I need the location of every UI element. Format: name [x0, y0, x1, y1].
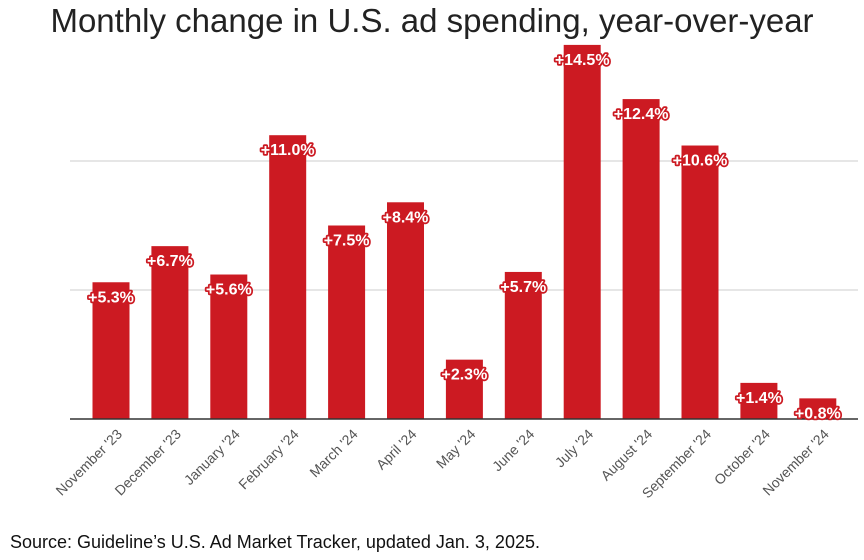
bar	[151, 246, 189, 419]
bars	[92, 44, 837, 420]
bar	[210, 274, 248, 419]
gridlines	[70, 160, 858, 291]
data-label: +12.4%	[614, 106, 669, 123]
bar	[681, 145, 719, 419]
bar	[92, 282, 130, 419]
bar	[740, 382, 778, 419]
source-note: Source: Guideline’s U.S. Ad Market Track…	[10, 532, 540, 552]
data-label: +6.7%	[147, 253, 193, 270]
bar	[504, 271, 542, 419]
data-label: +0.8%	[795, 405, 841, 422]
bar	[445, 359, 483, 419]
bar	[799, 398, 837, 419]
x-tick-label: June '24	[489, 426, 538, 475]
data-label: +1.4%	[736, 390, 782, 407]
bar	[563, 44, 601, 420]
data-label: +7.5%	[324, 233, 370, 250]
x-tick-label: March '24	[306, 426, 361, 481]
x-tick-label: July '24	[552, 426, 597, 471]
x-tick-label: April '24	[373, 426, 420, 473]
data-label: +11.0%	[261, 142, 315, 159]
x-tick-label: May '24	[433, 426, 479, 472]
bar	[387, 202, 424, 419]
bar	[328, 225, 366, 419]
x-tick-label: August '24	[597, 426, 655, 484]
bar	[269, 135, 307, 419]
x-tick-label: February '24	[235, 426, 302, 493]
data-label: +5.3%	[88, 289, 134, 306]
x-tick-label: January '24	[181, 426, 243, 488]
data-label: +5.7%	[500, 279, 546, 296]
data-label: +5.6%	[206, 282, 252, 299]
chart-title: Monthly change in U.S. ad spending, year…	[50, 2, 814, 39]
data-label: +8.4%	[383, 209, 429, 226]
data-label: +10.6%	[673, 153, 728, 170]
data-label: +14.5%	[555, 52, 610, 69]
data-label: +2.3%	[441, 367, 487, 384]
bar	[622, 99, 660, 419]
data-labels: +5.3% +6.7% +5.6% +11.0% +7.5% +8.4% +2.3% +5.7…	[86, 50, 842, 424]
x-tick-label: October '24	[711, 426, 773, 488]
